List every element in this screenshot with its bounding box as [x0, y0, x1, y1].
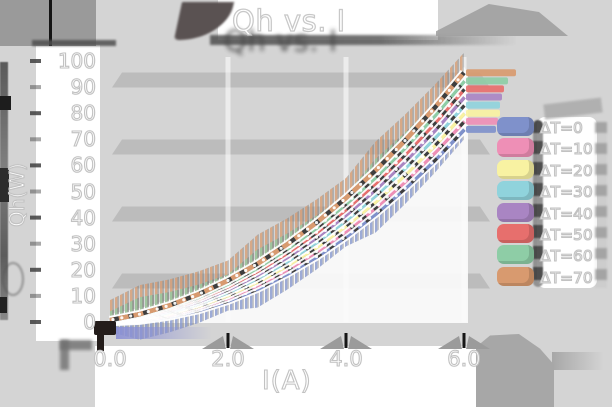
- legend-swatch: [497, 159, 534, 179]
- shadow-scribble-ylabel: [2, 262, 24, 296]
- xtick-label-background: [95, 346, 480, 407]
- legend-label: ΔT=70: [539, 268, 593, 287]
- legend-swatch: [497, 138, 534, 158]
- legend-background: [537, 117, 597, 288]
- y-tick-label: 60: [70, 152, 97, 177]
- y-tick-label: 100: [57, 48, 96, 73]
- x-tick-label: 6.0: [447, 346, 482, 371]
- legend-swatch: [497, 266, 534, 286]
- y-tick-label: 40: [70, 205, 97, 230]
- y-axis-label: Qh(W): [4, 163, 29, 228]
- x-axis-label: I(A): [261, 365, 312, 396]
- chart-title: Qh vs. I: [231, 3, 346, 38]
- x-tick-label: 4.0: [329, 346, 364, 371]
- y-tick-label: 0: [83, 309, 97, 334]
- legend-label: ΔT=30: [539, 183, 593, 202]
- ytick-label-background: [36, 45, 100, 341]
- legend-label: ΔT=60: [539, 247, 593, 266]
- y-tick-label: 80: [70, 100, 97, 125]
- legend-label: ΔT=50: [539, 225, 593, 244]
- y-tick-label: 50: [70, 179, 97, 204]
- y-tick-label: 20: [70, 257, 97, 282]
- legend-swatch: [497, 202, 534, 222]
- shadow-mark-top-left: [49, 0, 52, 46]
- legend-label: ΔT=40: [539, 204, 593, 223]
- shadow-strip-legend-left: [533, 120, 543, 287]
- shadow-tail-bottom-right: [552, 352, 604, 370]
- y-tick-label: 10: [70, 283, 97, 308]
- legend-label: ΔT=20: [539, 161, 593, 180]
- shadow-blob-left-2: [0, 168, 9, 202]
- shadow-bar-above-yticks: [32, 40, 116, 46]
- legend-swatch: [497, 245, 534, 265]
- shadow-strip-legend-right: [595, 122, 607, 288]
- shadow-smear-top-left: [0, 0, 96, 46]
- y-tick-label: 30: [70, 231, 97, 256]
- shadow-corner-echo-h: [60, 340, 92, 350]
- shadow-blob-left-3: [0, 297, 7, 313]
- legend-swatch: [497, 224, 534, 243]
- legend-label: ΔT=10: [539, 140, 593, 159]
- y-tick-label: 90: [70, 74, 97, 99]
- x-tick-label: 2.0: [211, 346, 246, 371]
- legend-label: ΔT=0: [539, 118, 583, 137]
- legend-swatch: [497, 117, 534, 136]
- shadow-corner-echo-v: [60, 340, 69, 370]
- legend-swatch: [497, 181, 534, 201]
- shadow-strip-under-title: [210, 35, 518, 45]
- title-background: [218, 0, 438, 40]
- title-shadow-echo: Qh vs. I: [224, 24, 338, 58]
- y-tick-label: 70: [70, 126, 97, 151]
- x-tick-label: 0.0: [93, 346, 128, 371]
- shadow-blob-left-1: [0, 96, 11, 110]
